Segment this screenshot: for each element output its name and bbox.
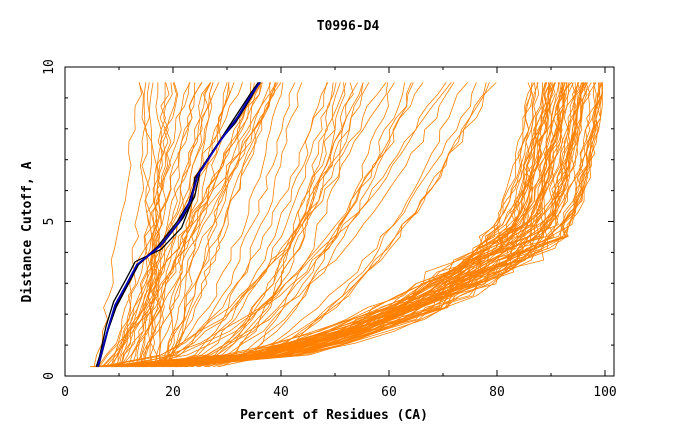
model-curve [89,82,552,368]
x-axis-label: Percent of Residues (CA) [240,408,428,423]
model-series-group [89,82,603,368]
highlighted-curve [97,81,261,367]
model-curve [168,82,276,367]
model-curve [161,82,303,368]
model-curve [120,82,262,367]
model-curve [137,82,547,368]
y-axis-label: Distance Cutoff, A [20,161,35,302]
model-curve [204,82,346,368]
model-curve [174,82,579,368]
model-curve [212,82,395,368]
model-curve [104,82,584,368]
model-curve [134,82,556,368]
model-curve [122,82,370,368]
highlighted-curve [95,81,262,367]
y-tick-label: 10 [42,59,57,75]
model-curve [162,82,414,368]
model-curve [154,82,597,368]
model-curve [175,82,543,368]
model-curve [131,82,212,367]
model-curve [93,82,143,367]
chart-title: T0996-D4 [317,19,380,34]
model-curve [101,82,556,368]
model-curve [136,82,177,367]
x-tick-label: 100 [593,385,616,400]
y-tick-label: 5 [42,218,57,226]
model-curve [120,82,154,367]
y-tick-label: 0 [42,372,57,380]
model-curve [101,82,452,368]
model-curve [173,82,603,368]
model-curve [146,82,165,367]
x-tick-label: 40 [273,385,289,400]
model-curve [126,82,535,368]
model-curve [186,82,341,368]
model-curve [147,82,173,367]
highlighted-curve [97,82,260,367]
highlighted-curve [96,82,259,367]
model-curve [120,82,546,368]
x-tick-label: 60 [381,385,397,400]
model-curve [115,82,203,367]
model-curve [161,82,548,368]
model-curve [161,82,328,368]
model-curve [144,82,284,368]
model-curve [168,82,271,367]
model-curve [97,82,570,368]
model-curve [164,82,334,368]
model-curve [111,82,179,367]
model-curve [165,82,212,367]
x-tick-label: 0 [61,385,69,400]
model-curve [128,82,424,368]
model-curve [142,82,228,367]
model-curve [190,82,497,368]
model-curve [94,82,564,368]
x-tick-label: 80 [489,385,505,400]
axis-ticks: 0 20 40 60 80 100 0 5 10 [42,59,617,400]
model-curve [208,82,337,368]
model-curve [140,82,170,367]
model-curve [111,82,583,368]
model-curve [114,82,570,368]
model-curve [164,82,230,367]
model-curve [118,82,220,367]
model-curve [152,82,601,368]
model-curve [219,82,364,368]
model-curve [181,82,405,368]
x-tick-label: 20 [165,385,181,400]
model-curve [169,82,359,368]
model-curve [186,82,477,368]
model-curve [166,82,230,367]
model-curve [161,82,262,367]
model-curve [136,82,455,368]
model-curve [143,82,156,367]
model-curve [217,82,468,368]
model-curve [114,82,552,368]
model-curve [155,82,585,368]
model-curve [144,82,560,368]
model-curve [102,82,279,367]
model-curve [159,82,282,367]
model-curve [151,82,296,368]
highlighted-series-group [95,81,262,367]
